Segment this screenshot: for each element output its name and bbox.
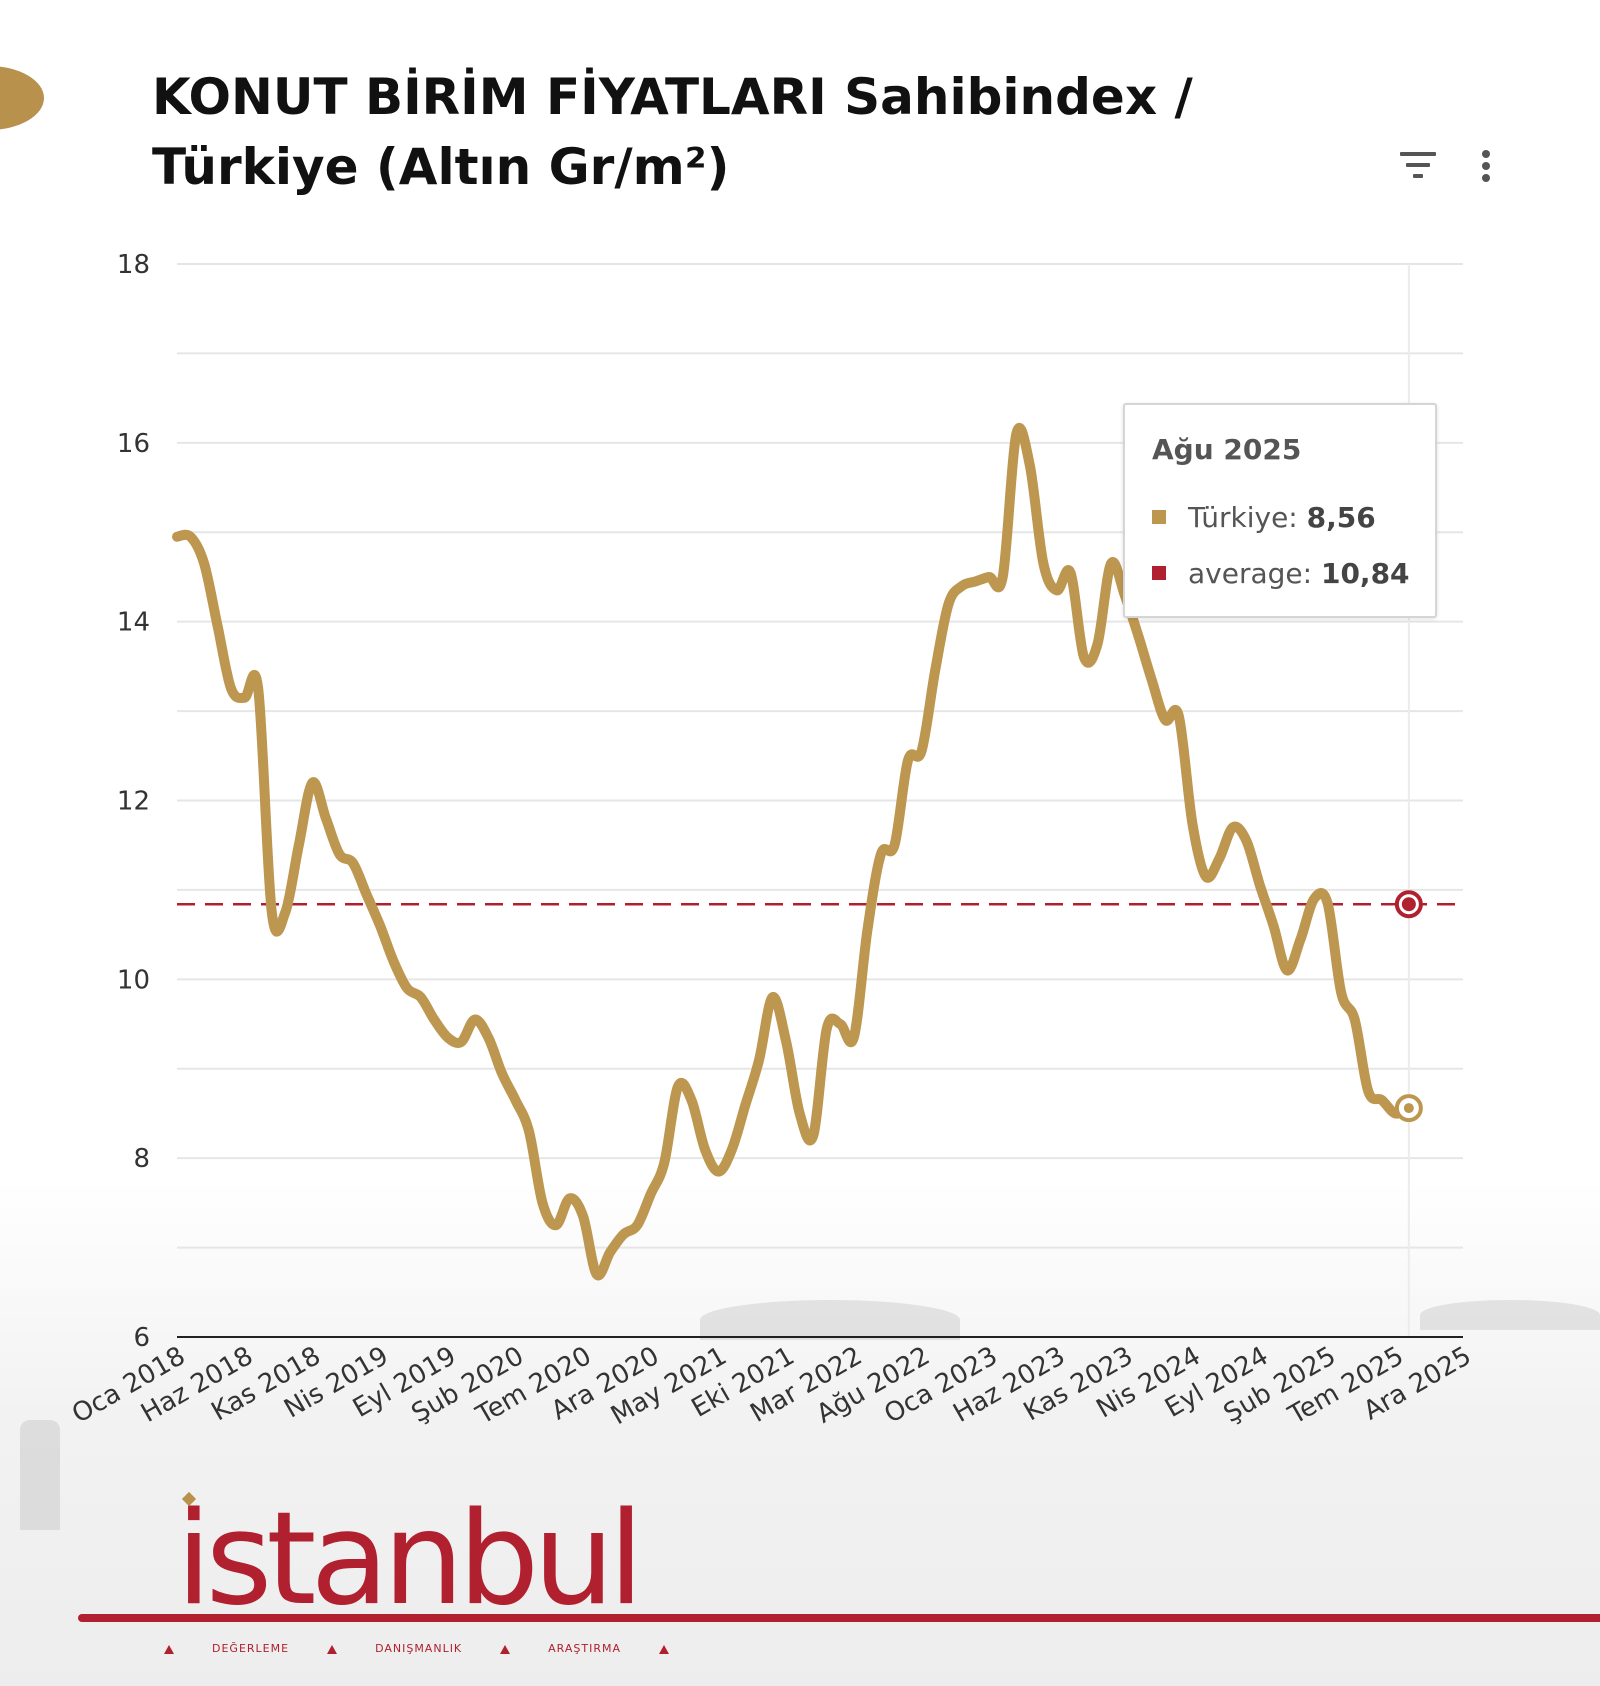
grid-lines [177,263,1463,1249]
tooltip-label: average: [1188,557,1313,590]
istanbul-logo: istanbul DEĞERLEME DANIŞMANLIK ARAŞTIRMA [78,1490,1600,1670]
tooltip-label: Türkiye: [1188,501,1298,534]
tooltip-value: 8,56 [1306,501,1376,534]
y-tick-label: 16 [117,429,150,459]
triangle-icon [500,1644,511,1654]
y-tick-label: 10 [117,965,150,995]
logo-tagline: DEĞERLEME DANIŞMANLIK ARAŞTIRMA [164,1642,707,1655]
y-tick-label: 8 [133,1144,150,1174]
logo-tag-1: DEĞERLEME [212,1642,290,1655]
y-tick-label: 14 [117,608,150,638]
more-vert-icon[interactable] [1480,150,1492,184]
series-line-turkiye [172,422,1414,1281]
chart-title: KONUT BİRİM FİYATLARI Sahibindex / Türki… [152,68,1193,196]
y-tick-label: 12 [117,787,150,817]
logo-tag-3: ARAŞTIRMA [548,1642,622,1655]
filter-icon[interactable] [1400,152,1436,182]
triangle-icon [327,1644,338,1654]
tooltip-value: 10,84 [1320,557,1410,590]
background-hill [700,1300,960,1340]
background-hill [1420,1300,1600,1330]
logo-underline [78,1614,1600,1622]
tooltip-row-average: average: 10,84 [1152,557,1410,590]
y-tick-label: 6 [133,1323,150,1353]
background-tower [20,1420,60,1530]
logo-tag-2: DANIŞMANLIK [375,1642,463,1655]
tooltip-title: Ağu 2025 [1152,433,1302,466]
marker-turkiye-core [1403,1103,1414,1114]
logo-wordmark: istanbul [176,1485,644,1634]
legend-swatch-average [1152,566,1166,580]
triangle-icon [164,1644,174,1654]
triangle-icon [659,1644,670,1654]
y-axis-ticks: 6 8 10 12 14 16 18 [117,250,150,1353]
tooltip-row-turkiye: Türkiye: 8,56 [1152,501,1376,534]
background-photo-fade [0,1180,1600,1686]
legend-swatch-turkiye [1152,510,1166,524]
tooltip: Ağu 2025 Türkiye: 8,56 average: 10,84 [1123,403,1437,618]
y-tick-label: 18 [117,250,150,280]
hover-markers [1394,890,1423,1123]
marker-average-core [1401,897,1416,912]
